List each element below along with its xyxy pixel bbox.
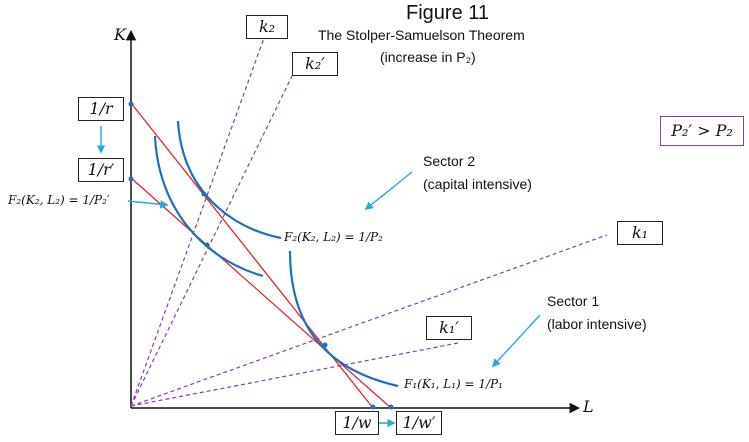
price-condition-box: P₂′ > P₂ xyxy=(660,116,744,146)
arrow-f2new-label xyxy=(127,200,169,209)
isoquant-label-f2-old: F₂(K₂, L₂) = 1/P₂ xyxy=(284,230,383,244)
k-axis-label: K xyxy=(114,25,126,44)
intercept-dot xyxy=(370,404,376,410)
tangency-point xyxy=(201,191,207,197)
l-axis-label: L xyxy=(583,397,594,416)
ray-k2-prime xyxy=(130,75,293,407)
sector1-name: Sector 1 xyxy=(547,293,600,309)
isoquant-f2-new xyxy=(153,135,264,278)
intercept-1-over-r-prime: 1/r′ xyxy=(78,158,124,182)
sector2-name: Sector 2 xyxy=(423,153,476,169)
intercept-dot xyxy=(128,176,134,182)
intercept-1-over-w: 1/w xyxy=(335,411,379,435)
isoquant-f2-old xyxy=(176,120,282,240)
ray-label-k1: k₁ xyxy=(617,221,663,245)
intercept-1-over-r: 1/r xyxy=(78,97,124,121)
arrow-sector1 xyxy=(491,314,541,368)
isoquant-label-f2-new: F₂(K₂, L₂) = 1/P₂′ xyxy=(8,193,110,207)
arrow-sector2 xyxy=(364,171,413,211)
ray-k1-prime xyxy=(130,342,459,407)
tangency-point xyxy=(322,342,328,348)
ray-k2 xyxy=(130,37,265,407)
isoquant-label-f1: F₁(K₁, L₁) = 1/P₁ xyxy=(404,377,503,391)
tangency-point xyxy=(204,242,210,248)
intercept-dot xyxy=(388,404,394,410)
figure-subtitle: (increase in P₂) xyxy=(380,49,476,65)
intercept-dot xyxy=(128,101,134,107)
isocost-new xyxy=(130,177,392,409)
ray-label-k2-prime: k₂′ xyxy=(292,52,338,76)
ray-label-k1-prime: k₁′ xyxy=(426,316,472,340)
ray-k1 xyxy=(130,234,608,407)
isoquant-f1 xyxy=(288,250,399,388)
figure-heading: Figure 11 xyxy=(406,2,490,24)
sector2-desc: (capital intensive) xyxy=(423,176,532,192)
ray-label-k2: k₂ xyxy=(246,15,288,39)
sector1-desc: (labor intensive) xyxy=(547,316,647,332)
figure-title: The Stolper-Samuelson Theorem xyxy=(318,27,525,43)
intercept-1-over-w-prime: 1/w′ xyxy=(396,411,442,435)
